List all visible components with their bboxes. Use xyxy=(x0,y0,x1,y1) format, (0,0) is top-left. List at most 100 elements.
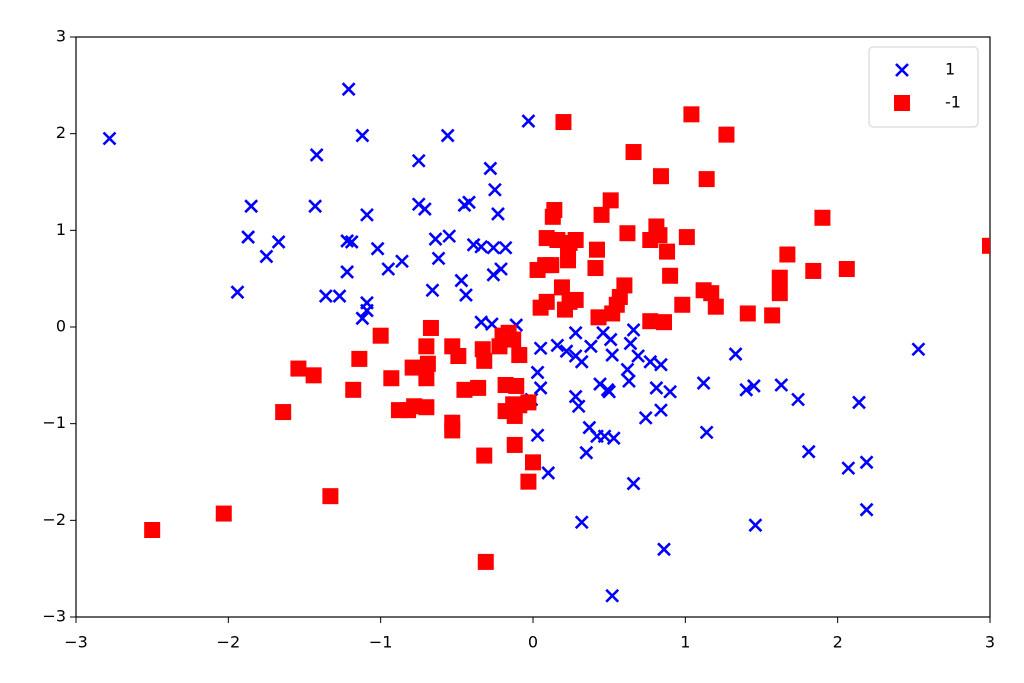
scatter-point xyxy=(345,381,362,398)
scatter-point xyxy=(605,348,620,362)
scatter-point xyxy=(462,195,476,210)
scatter-point xyxy=(683,106,700,123)
scatter-point xyxy=(476,447,493,464)
scatter-point xyxy=(623,336,638,351)
scatter-point xyxy=(360,303,374,318)
scatter-point xyxy=(474,239,489,254)
x-tick-label: −3 xyxy=(64,633,88,652)
scatter-point xyxy=(555,114,572,131)
scatter-point xyxy=(322,488,339,505)
scatter-point xyxy=(355,128,370,143)
scatter-point xyxy=(859,502,874,517)
y-tick-label: 2 xyxy=(56,123,66,142)
scatter-point xyxy=(340,264,355,279)
scatter-point xyxy=(814,209,831,226)
scatter-point xyxy=(486,240,501,255)
scatter-point xyxy=(590,309,607,326)
scatter-point xyxy=(511,347,528,364)
y-tick-label: 1 xyxy=(56,220,66,239)
scatter-point xyxy=(505,331,522,348)
scatter-point xyxy=(422,319,439,336)
scatter-point xyxy=(574,354,589,369)
scatter-point xyxy=(841,461,856,476)
scatter-point xyxy=(508,377,525,394)
scatter-point xyxy=(476,352,493,369)
scatter-point xyxy=(383,370,400,387)
scatter-point xyxy=(774,378,789,392)
scatter-point xyxy=(663,384,678,399)
scatter-point xyxy=(244,199,259,214)
scatter-point xyxy=(498,240,513,255)
scatter-point xyxy=(606,431,621,446)
scatter-point xyxy=(418,370,435,387)
scatter-point xyxy=(456,381,473,398)
scatter-point xyxy=(442,229,457,244)
scatter-point xyxy=(318,289,333,303)
x-tick-label: 2 xyxy=(833,633,843,652)
scatter-point xyxy=(344,235,359,249)
scatter-point xyxy=(625,144,642,161)
scatter-point xyxy=(332,289,347,303)
scatter-point xyxy=(779,246,796,263)
scatter-point xyxy=(622,374,636,389)
scatter-point xyxy=(638,410,653,425)
scatter-point xyxy=(698,171,715,188)
scatter-point xyxy=(911,342,926,357)
scatter-point xyxy=(340,234,355,248)
scatter-point xyxy=(417,202,432,216)
scatter-point xyxy=(521,114,536,129)
scatter-point xyxy=(642,313,659,330)
scatter-point xyxy=(626,476,641,491)
scatter-point xyxy=(230,285,245,300)
x-tick-label: 3 xyxy=(985,633,995,652)
scatter-point xyxy=(603,332,618,347)
x-tick-label: −2 xyxy=(217,633,241,652)
scatter-point xyxy=(309,148,324,162)
scatter-point xyxy=(474,315,489,330)
scatter-point xyxy=(411,153,426,168)
scatter-point xyxy=(381,262,396,276)
scatter-point xyxy=(654,357,668,372)
y-tick-label: 0 xyxy=(56,317,66,336)
scatter-point xyxy=(477,553,494,570)
y-tick-label: −1 xyxy=(42,413,66,432)
y-tick-label: −3 xyxy=(42,607,66,626)
x-tick-label: −1 xyxy=(369,633,393,652)
scatter-point xyxy=(771,269,788,286)
scatter-point xyxy=(674,296,691,313)
scatter-point xyxy=(571,399,586,414)
scatter-point xyxy=(602,384,617,399)
scatter-point xyxy=(631,349,646,363)
scatter-point xyxy=(771,285,788,302)
scatter-point xyxy=(791,392,805,407)
scatter-point xyxy=(425,283,440,298)
scatter-point xyxy=(525,454,541,471)
scatter-point xyxy=(550,338,565,353)
scatter-point xyxy=(649,380,664,395)
scatter-point xyxy=(602,192,619,209)
scatter-point xyxy=(372,327,389,344)
scatter-point xyxy=(616,277,633,294)
scatter-point xyxy=(659,243,676,260)
scatter-point xyxy=(567,232,584,248)
scatter-point xyxy=(568,325,583,340)
scatter-point xyxy=(583,339,598,354)
scatter-point xyxy=(982,237,990,254)
scatter-point xyxy=(418,338,435,355)
scatter-point xyxy=(395,254,409,269)
scatter-point xyxy=(241,230,256,245)
scatter-point xyxy=(404,359,421,376)
x-tick-label: 0 xyxy=(528,633,538,652)
scatter-point xyxy=(520,394,537,411)
scatter-point xyxy=(506,436,523,453)
scatter-point xyxy=(351,350,368,367)
scatter-point xyxy=(654,403,668,418)
scatter-point xyxy=(533,341,548,356)
scatter-point xyxy=(440,128,455,143)
legend-marker xyxy=(895,63,909,77)
scatter-point xyxy=(491,206,505,221)
scatter-point xyxy=(764,307,781,324)
scatter-point xyxy=(707,298,724,315)
scatter-point xyxy=(487,182,502,197)
scatter-point xyxy=(406,398,423,415)
